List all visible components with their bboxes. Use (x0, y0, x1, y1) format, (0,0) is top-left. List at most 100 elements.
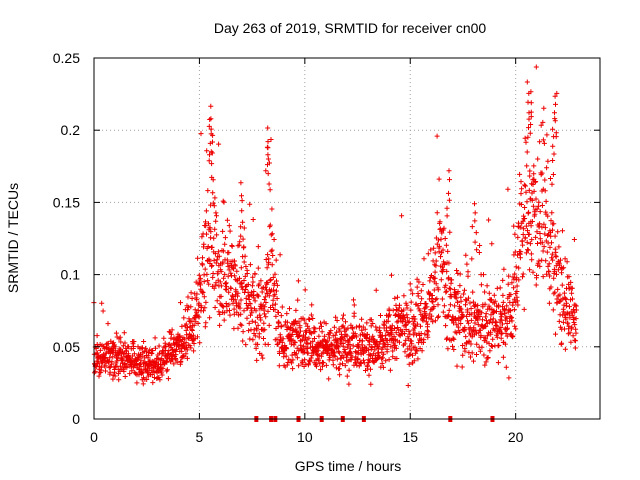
data-point (315, 348, 321, 354)
data-point (199, 234, 205, 240)
data-point (500, 277, 506, 283)
data-point (126, 344, 132, 350)
data-point (263, 257, 269, 262)
data-point (366, 372, 372, 378)
data-point (381, 340, 387, 346)
data-point (466, 295, 471, 301)
data-point (270, 302, 276, 308)
data-point (247, 336, 253, 342)
data-point (326, 376, 332, 382)
data-point (399, 213, 405, 219)
data-point (446, 260, 452, 266)
data-point (552, 233, 558, 239)
data-point (340, 361, 345, 367)
data-point (290, 366, 296, 372)
data-point (208, 126, 214, 132)
data-point (551, 151, 557, 157)
data-point (279, 339, 285, 345)
data-point (224, 217, 230, 223)
data-point (506, 273, 512, 279)
data-point (326, 335, 332, 341)
data-point (265, 342, 271, 347)
data-point (435, 302, 441, 308)
data-point (509, 280, 515, 286)
data-point (181, 315, 187, 321)
data-point (434, 210, 440, 216)
data-point (524, 239, 530, 245)
data-point (376, 341, 382, 347)
data-point (195, 321, 201, 326)
data-point (486, 217, 492, 223)
data-point (540, 274, 546, 280)
data-point (427, 278, 433, 284)
data-point (508, 292, 514, 298)
data-point (521, 226, 527, 232)
data-point (195, 255, 201, 261)
data-point (425, 329, 431, 335)
data-point (242, 253, 248, 259)
data-point (198, 131, 204, 137)
data-point (416, 279, 422, 285)
data-point (464, 298, 470, 304)
data-point (443, 323, 449, 329)
data-point (118, 339, 124, 345)
data-point (494, 323, 500, 329)
data-point (284, 319, 290, 325)
y-tick-label: 0.15 (53, 194, 80, 210)
data-point (209, 150, 215, 156)
data-point (122, 374, 128, 379)
data-point (224, 284, 230, 290)
data-point (573, 316, 579, 322)
data-point (444, 288, 450, 294)
data-point (215, 249, 221, 255)
data-point (393, 345, 399, 351)
data-point (207, 225, 213, 231)
data-point (434, 296, 440, 302)
data-point (537, 139, 543, 145)
data-point (263, 300, 269, 305)
data-point (547, 244, 553, 250)
data-point (536, 258, 542, 264)
data-point (500, 354, 506, 360)
data-point (513, 326, 519, 332)
data-point (217, 279, 223, 285)
data-point (403, 327, 409, 332)
data-point (535, 260, 541, 266)
data-point (247, 300, 253, 306)
data-point (266, 322, 272, 328)
data-point (516, 277, 522, 283)
data-point (550, 172, 556, 177)
data-point (379, 360, 385, 366)
data-point (272, 307, 278, 313)
data-point (395, 325, 401, 330)
data-point (533, 179, 539, 184)
data-point (438, 277, 444, 283)
data-point (517, 171, 523, 177)
data-point (202, 305, 208, 311)
data-point (474, 330, 480, 336)
data-point (103, 368, 108, 374)
data-point (480, 317, 485, 323)
y-tick-labels: 0 0.05 0.1 0.15 0.2 0.25 (53, 50, 80, 427)
data-point (253, 345, 259, 351)
data-point (568, 339, 574, 345)
data-point (523, 250, 529, 256)
data-point (284, 311, 290, 317)
data-point (234, 278, 240, 284)
data-point (550, 227, 555, 233)
data-point (468, 311, 474, 317)
data-point (368, 366, 373, 372)
data-point (510, 333, 516, 339)
data-point (462, 348, 468, 354)
data-point (213, 218, 219, 224)
data-point (526, 231, 532, 237)
data-point (450, 343, 455, 349)
data-point (458, 321, 464, 326)
data-point (469, 350, 475, 356)
data-point (458, 298, 464, 304)
data-point (138, 364, 144, 370)
data-point (205, 244, 211, 249)
data-point (438, 254, 443, 260)
data-point (555, 229, 561, 235)
data-point (410, 352, 415, 358)
